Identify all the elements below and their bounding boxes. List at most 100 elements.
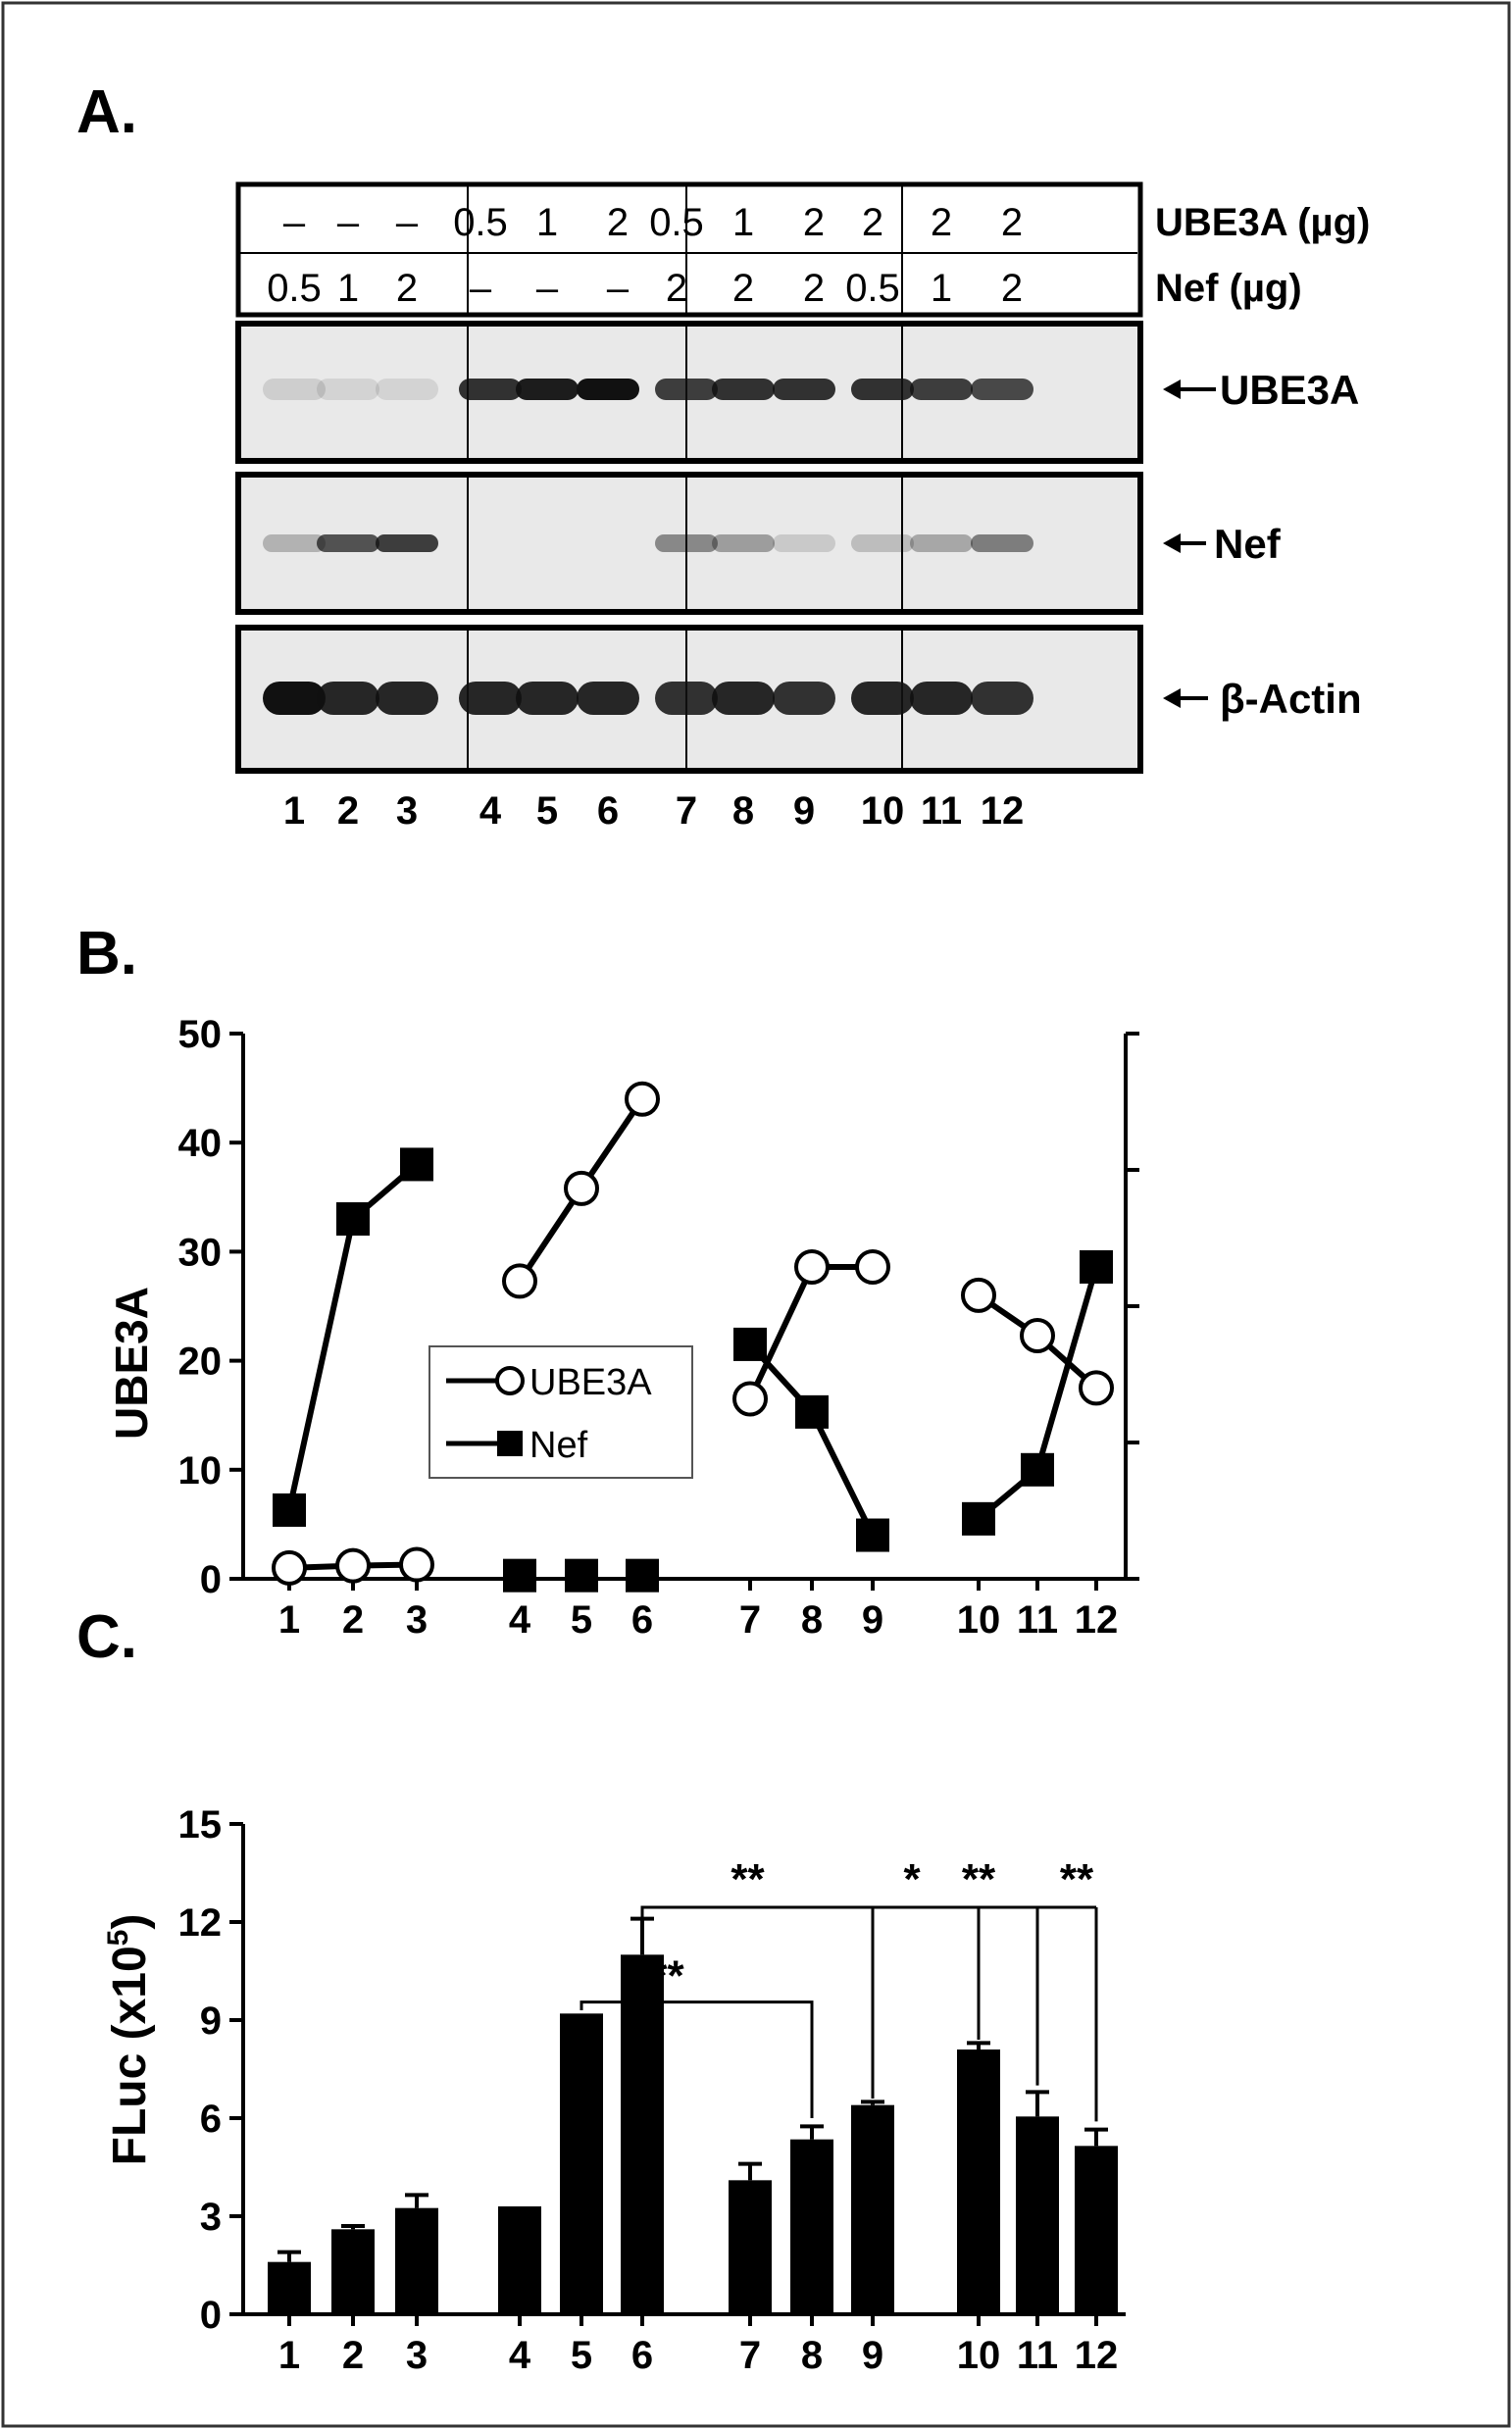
actin-band [655,682,718,715]
ube3a-amount-label: UBE3A (µg) [1155,201,1370,244]
chart-c-significance: **** * ** ** [580,1855,1098,2122]
nef-amount-cell: – [536,267,559,310]
bar [560,2013,603,2314]
nef-point [795,1394,829,1429]
nef-amount-cell: – [607,267,630,310]
chart-c-ylabel: FLuc (x105) [102,1914,156,2166]
ube3a-band [655,379,718,400]
ube3a-amount-cell: 2 [1001,201,1023,244]
lane-number: 1 [283,789,305,833]
sig-bracket [640,1905,1096,1917]
bar [395,2207,438,2314]
chart-b-xtick-label: 5 [571,1598,592,1642]
nef-band [655,534,718,552]
nef-band-label: Nef [1214,521,1282,567]
chart-b-ytick-label: 20 [178,1341,223,1384]
ube3a-amount-cell: 2 [862,201,883,244]
legend-nef-marker [497,1431,523,1456]
actin-band [773,682,835,715]
ube3a-band [851,379,914,400]
actin-band [317,682,379,715]
ube3a-point [272,1549,307,1586]
ube3a-amount-cell: 0.5 [453,201,508,244]
bar [851,2104,894,2314]
ube3a-point [399,1546,434,1583]
chart-c-xtick-label: 3 [406,2334,428,2377]
ube3a-band [376,379,438,400]
sig-label: ** [650,1952,684,2000]
chart-c-ylabel-sup: 5 [102,1930,134,1947]
nef-band-arrow [1163,533,1206,553]
chart-b-legend: UBE3A Nef [428,1345,693,1479]
chart-b-xtick-label: 1 [278,1598,300,1642]
nef-amount-label: Nef (µg) [1155,267,1302,310]
ube3a-amount-cell: – [337,201,360,244]
legend-box [428,1345,693,1479]
ube3a-point [732,1381,768,1417]
actin-band [263,682,326,715]
actin-band [577,682,639,715]
actin-band [971,682,1033,715]
nef-band [712,534,775,552]
legend-nef-label: Nef [529,1425,588,1466]
nef-band [263,534,326,552]
ube3a-line [747,1263,873,1400]
sig-label: ** [962,1855,996,1903]
chart-b-xtick-label: 8 [801,1598,823,1642]
ube3a-amount-cell: 2 [803,201,825,244]
chart-c-ytick-label: 6 [200,2098,222,2141]
chart-c-xtick-label: 4 [509,2334,531,2377]
nef-band [971,534,1033,552]
chart-b-ytick-label: 10 [178,1449,223,1493]
actin-band [910,682,973,715]
bar [331,2229,375,2314]
chart-c-ytick-label: 0 [200,2294,222,2337]
bar [1016,2116,1059,2314]
ube3a-amount-cell: – [396,201,419,244]
bar [957,2049,1000,2314]
ube3a-amount-cell: 0.5 [649,201,704,244]
chart-b-xtick-label: 7 [739,1598,761,1642]
chart-c-xtick-label: 10 [957,2334,1001,2377]
chart-b-ylabel: UBE3A [106,1287,157,1440]
nef-amount-cell: 2 [732,267,754,310]
ube3a-band [317,379,379,400]
chart-c-ytick-label: 12 [178,1901,223,1945]
actin-band [851,682,914,715]
ube3a-band [577,379,639,400]
nef-point [856,1518,889,1552]
panel-a-label: A. [76,78,137,146]
chart-c-xtick-label: 12 [1075,2334,1119,2377]
chart-c-xtick-label: 2 [342,2334,364,2377]
nef-point [273,1493,306,1527]
lane-number: 11 [921,789,962,833]
lane-number: 4 [479,789,502,833]
lane-number: 12 [981,789,1025,833]
lane-number: 7 [676,789,697,833]
chart-b-xtick-label: 3 [406,1598,428,1642]
nef-band [910,534,973,552]
nef-amount-row: 0.5 1 2– – –2 2 2 0.5 1 2 [267,267,1023,310]
sig-label: ** [1060,1855,1094,1903]
ube3a-amount-cell: 1 [536,201,558,244]
nef-point [400,1147,433,1182]
actin-band [376,682,438,715]
actin-band-label: β-Actin [1220,676,1362,722]
ube3a-band [712,379,775,400]
ube3a-point [1079,1370,1114,1406]
chart-c-xtick-label: 7 [739,2334,761,2377]
chart-b-xtick-label: 11 [1017,1598,1058,1642]
chart-c-xtick-label: 1 [278,2334,300,2377]
ube3a-point [855,1248,890,1285]
nef-amount-cell: 0.5 [267,267,322,310]
amount-table [235,181,1143,318]
nef-amount-cell: 2 [666,267,687,310]
bar [1075,2146,1118,2314]
nef-amount-cell: 2 [1001,267,1023,310]
chart-b-ytick-label: 30 [178,1231,223,1274]
chart-b-xtick-label: 9 [862,1598,883,1642]
actin-band [459,682,522,715]
ube3a-point [1020,1318,1055,1354]
